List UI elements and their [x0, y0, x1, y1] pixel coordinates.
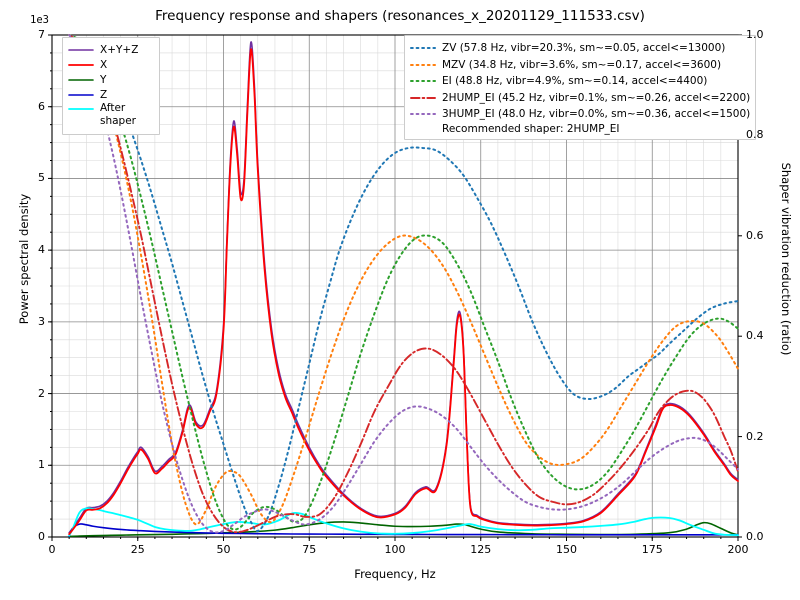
series-layer	[68, 34, 739, 538]
legend-line-sample-icon	[68, 103, 94, 115]
plot-frame	[51, 34, 739, 538]
legend-shaper-item-zv[interactable]: ZV (57.8 Hz, vibr=20.3%, sm~=0.05, accel…	[410, 40, 750, 57]
x-tick-label: 75	[302, 543, 317, 556]
x-tick-label: 175	[641, 543, 663, 556]
legend-shaper-label: 3HUMP_EI (48.0 Hz, vibr=0.0%, sm~=0.36, …	[442, 108, 751, 121]
chart-title: Frequency response and shapers (resonanc…	[155, 8, 645, 24]
legend-shaper-item-3hump_ei[interactable]: 3HUMP_EI (48.0 Hz, vibr=0.0%, sm~=0.36, …	[410, 106, 750, 123]
recommended-shaper-note: Recommended shaper: 2HUMP_EI	[442, 122, 620, 135]
y-tick-label-left: 7	[38, 28, 45, 41]
psd-curve-z	[68, 523, 739, 538]
legend-psd-item-x-y-z[interactable]: X+Y+Z	[68, 42, 154, 57]
y-tick-label-left: 2	[38, 386, 45, 400]
y-tick-label-left: 6	[38, 99, 45, 113]
y-tick-label-right: 0.4	[746, 329, 764, 343]
legend-line-sample-icon	[410, 108, 436, 120]
legend-line-sample-icon	[410, 59, 436, 71]
legend-psd-label: Y	[100, 73, 107, 86]
y-tick-label-right: 1.0	[746, 28, 764, 41]
legend-line-sample-icon	[410, 92, 436, 104]
psd-curve-y	[68, 521, 739, 538]
legend-line-sample-icon	[410, 75, 436, 87]
x-tick-label: 150	[556, 543, 577, 556]
legend-shaper-label: EI (48.8 Hz, vibr=4.9%, sm~=0.14, accel<…	[442, 75, 708, 88]
legend-psd-item-y[interactable]: Y	[68, 72, 154, 87]
legend-psd-item-after-shaper[interactable]: After shaper	[68, 102, 154, 130]
shaper-curve-3hump-ei	[68, 34, 739, 534]
shaper-curve-zv	[68, 34, 739, 532]
shaper-curve-ei	[68, 34, 739, 531]
y-tick-label-right: 0.6	[746, 228, 764, 242]
y-axis-exponent-label: 1e3	[30, 14, 49, 26]
y-tick-label-right: 0.8	[746, 128, 764, 142]
y-tick-label-left: 3	[38, 314, 45, 328]
legend-shaper-item-ei[interactable]: EI (48.8 Hz, vibr=4.9%, sm~=0.14, accel<…	[410, 73, 750, 90]
psd-curve-after-shaper	[68, 507, 739, 537]
y-tick-label-left: 4	[38, 243, 45, 257]
shaper-curve-2hump-ei	[68, 34, 739, 534]
legend-psd-item-z[interactable]: Z	[68, 87, 154, 102]
x-tick-label: 125	[470, 543, 492, 556]
y-tick-label-right: 0.2	[746, 429, 764, 443]
legend-shapers[interactable]: ZV (57.8 Hz, vibr=20.3%, sm~=0.05, accel…	[404, 35, 757, 140]
y-tick-label-left: 0	[38, 530, 45, 543]
x-tick-label: 200	[727, 543, 749, 556]
legend-psd[interactable]: X+Y+Z X Y Z After shaper	[62, 37, 160, 135]
x-axis-label: Frequency, Hz	[354, 567, 436, 581]
legend-shaper-label: ZV (57.8 Hz, vibr=20.3%, sm~=0.05, accel…	[442, 42, 726, 55]
legend-line-sample-icon	[68, 89, 94, 101]
x-tick-label: 100	[384, 543, 406, 556]
y-tick-label-right: 0.0	[746, 530, 764, 543]
legend-shaper-label: 2HUMP_EI (45.2 Hz, vibr=0.1%, sm~=0.26, …	[442, 91, 751, 104]
legend-psd-label: X+Y+Z	[100, 43, 139, 56]
legend-psd-label: X	[100, 58, 108, 71]
legend-line-sample-icon	[410, 42, 436, 54]
psd-curve-x	[68, 48, 739, 536]
y-tick-label-left: 1	[38, 458, 45, 472]
y-tick-label-left: 5	[38, 171, 45, 185]
x-tick-label: 50	[216, 543, 231, 556]
legend-shaper-label: MZV (34.8 Hz, vibr=3.6%, sm~=0.17, accel…	[442, 58, 722, 71]
legend-line-sample-icon	[68, 59, 94, 71]
legend-line-sample-icon	[68, 74, 94, 86]
legend-shaper-item-mzv[interactable]: MZV (34.8 Hz, vibr=3.6%, sm~=0.17, accel…	[410, 57, 750, 74]
x-tick-label: 25	[130, 543, 145, 556]
shaper-curve-mzv	[68, 34, 739, 526]
legend-psd-label: After shaper	[100, 102, 137, 127]
legend-psd-label: Z	[100, 88, 108, 101]
legend-line-sample-icon	[68, 44, 94, 56]
legend-psd-item-x[interactable]: X	[68, 57, 154, 72]
legend-shaper-item-2hump_ei[interactable]: 2HUMP_EI (45.2 Hz, vibr=0.1%, sm~=0.26, …	[410, 90, 750, 107]
x-tick-label: 0	[48, 543, 56, 556]
